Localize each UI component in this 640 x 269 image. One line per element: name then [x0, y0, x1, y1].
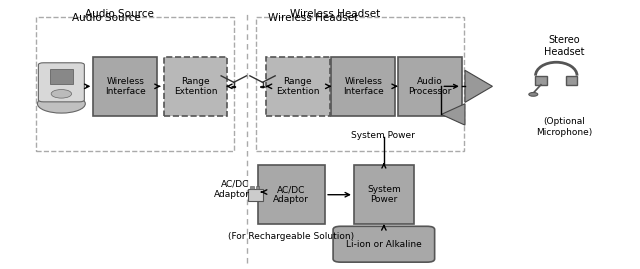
FancyBboxPatch shape — [38, 63, 84, 102]
Text: Audio Source: Audio Source — [84, 9, 154, 19]
Circle shape — [260, 86, 264, 88]
Text: Wireless Headset: Wireless Headset — [269, 13, 359, 23]
Text: Audio Source: Audio Source — [72, 13, 141, 23]
Polygon shape — [442, 104, 465, 125]
FancyBboxPatch shape — [266, 57, 330, 116]
Text: Range
Extention: Range Extention — [276, 77, 319, 96]
Text: Li-ion or Alkaline: Li-ion or Alkaline — [346, 240, 422, 249]
FancyBboxPatch shape — [332, 57, 396, 116]
FancyBboxPatch shape — [164, 57, 227, 116]
FancyBboxPatch shape — [248, 189, 262, 201]
Bar — [566, 76, 577, 85]
FancyBboxPatch shape — [353, 165, 414, 224]
Text: (For Rechargeable Solution): (For Rechargeable Solution) — [228, 232, 355, 241]
Circle shape — [51, 90, 72, 98]
Text: System Power: System Power — [351, 131, 415, 140]
Bar — [36, 17, 234, 151]
Bar — [50, 69, 73, 84]
Bar — [250, 186, 253, 189]
Text: Wireless Headset: Wireless Headset — [290, 9, 380, 19]
Polygon shape — [465, 70, 492, 102]
Text: Wireless
Interface: Wireless Interface — [343, 77, 384, 96]
Bar — [256, 17, 464, 151]
Text: System
Power: System Power — [367, 185, 401, 204]
Ellipse shape — [37, 94, 85, 113]
Text: Audio
Processor: Audio Processor — [408, 77, 452, 96]
Text: Wireless
Interface: Wireless Interface — [105, 77, 145, 96]
FancyBboxPatch shape — [333, 226, 435, 262]
Text: Stereo
Headset: Stereo Headset — [545, 36, 585, 57]
Text: (Optional
Microphone): (Optional Microphone) — [536, 117, 593, 136]
Circle shape — [232, 86, 236, 88]
FancyBboxPatch shape — [93, 57, 157, 116]
Circle shape — [529, 93, 538, 96]
Text: AC/DC
Adaptor: AC/DC Adaptor — [214, 180, 250, 199]
FancyBboxPatch shape — [398, 57, 462, 116]
FancyBboxPatch shape — [258, 165, 324, 224]
Text: Range
Extention: Range Extention — [173, 77, 217, 96]
Text: AC/DC
Adaptor: AC/DC Adaptor — [273, 185, 309, 204]
Bar — [256, 186, 259, 189]
Bar — [535, 76, 547, 85]
